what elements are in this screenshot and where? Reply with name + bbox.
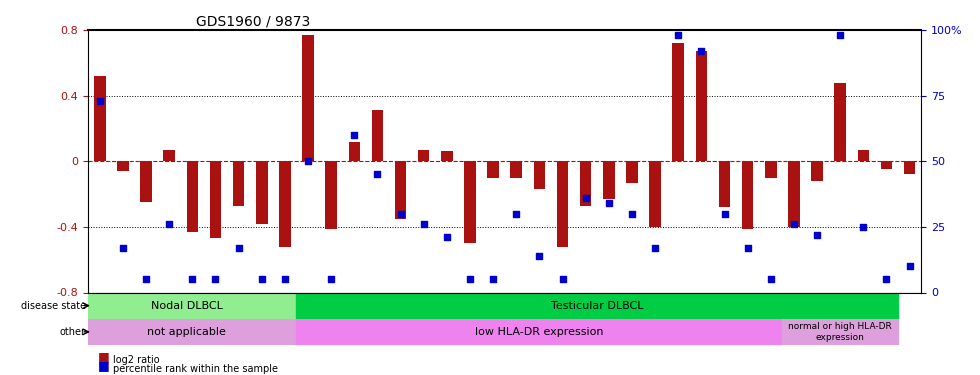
Point [763, 276, 779, 282]
Bar [395, 161, 407, 219]
Point [555, 276, 570, 282]
Text: ■: ■ [98, 359, 110, 372]
Point [208, 276, 223, 282]
Point [323, 276, 339, 282]
Bar [279, 161, 291, 247]
Point [162, 221, 177, 227]
Bar [325, 161, 337, 228]
Point [531, 253, 547, 259]
Bar [718, 161, 730, 207]
Bar [210, 161, 221, 238]
Bar [417, 150, 429, 161]
Point [138, 276, 154, 282]
Point [439, 234, 455, 240]
Bar [834, 82, 846, 161]
Bar [811, 161, 823, 181]
Text: normal or high HLA-DR
expression: normal or high HLA-DR expression [788, 322, 892, 342]
Bar [465, 161, 475, 243]
Text: GDS1960 / 9873: GDS1960 / 9873 [196, 15, 311, 29]
Point [740, 245, 756, 251]
Bar [371, 110, 383, 161]
Text: log2 ratio: log2 ratio [113, 355, 160, 365]
Bar [881, 161, 892, 170]
Point [578, 195, 594, 201]
Point [369, 171, 385, 177]
Bar [603, 161, 614, 199]
Bar [534, 161, 545, 189]
Bar [487, 161, 499, 178]
Point [463, 276, 478, 282]
Bar [782, 319, 898, 345]
Bar [650, 161, 661, 227]
Bar [140, 161, 152, 202]
Bar [164, 150, 175, 161]
Point [230, 245, 246, 251]
Bar [765, 161, 776, 178]
Bar [118, 161, 128, 171]
Point [509, 211, 524, 217]
Bar [302, 35, 314, 161]
Point [832, 32, 848, 38]
Point [184, 276, 200, 282]
Point [92, 98, 108, 104]
Point [902, 263, 917, 269]
Bar [557, 161, 568, 247]
Bar [88, 292, 296, 319]
Text: not applicable: not applicable [147, 327, 226, 337]
Point [115, 245, 130, 251]
Bar [626, 161, 638, 183]
Text: low HLA-DR expression: low HLA-DR expression [475, 327, 604, 337]
Text: ■: ■ [98, 350, 110, 363]
Bar [296, 292, 898, 319]
Point [347, 132, 363, 138]
Point [485, 276, 501, 282]
Text: Testicular DLBCL: Testicular DLBCL [551, 301, 644, 310]
Bar [511, 161, 522, 178]
Point [416, 221, 431, 227]
Bar [296, 319, 782, 345]
Point [694, 48, 710, 54]
Bar [580, 161, 592, 206]
Bar [233, 161, 244, 206]
Point [277, 276, 293, 282]
Text: disease state: disease state [21, 301, 86, 310]
Point [670, 32, 686, 38]
Point [647, 245, 662, 251]
Bar [88, 319, 296, 345]
Text: percentile rank within the sample: percentile rank within the sample [113, 364, 277, 374]
Point [856, 224, 871, 230]
Bar [696, 51, 708, 161]
Bar [788, 161, 800, 227]
Bar [256, 161, 268, 224]
Point [300, 158, 316, 164]
Bar [186, 161, 198, 232]
Point [786, 221, 802, 227]
Point [601, 200, 616, 206]
Point [879, 276, 895, 282]
Bar [441, 152, 453, 161]
Bar [94, 76, 106, 161]
Bar [904, 161, 915, 174]
Point [716, 211, 732, 217]
Point [393, 211, 409, 217]
Text: other: other [60, 327, 86, 337]
Bar [672, 43, 684, 161]
Text: Nodal DLBCL: Nodal DLBCL [151, 301, 222, 310]
Point [809, 232, 825, 238]
Bar [858, 150, 869, 161]
Bar [742, 161, 754, 228]
Bar [349, 142, 360, 161]
Point [254, 276, 270, 282]
Point [624, 211, 640, 217]
